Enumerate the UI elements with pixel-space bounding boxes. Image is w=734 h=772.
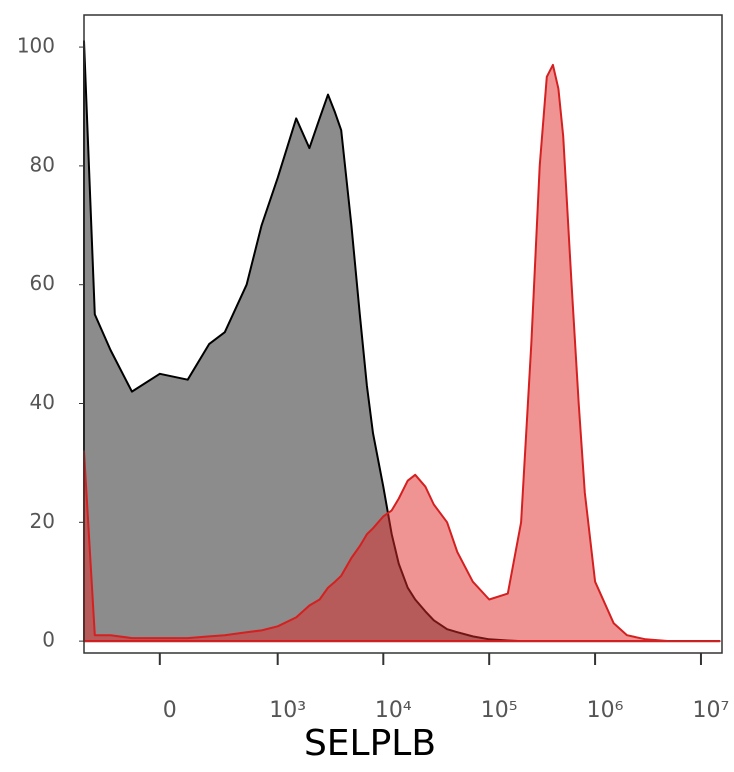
x-tick-label: 10⁶ xyxy=(587,698,624,723)
plot-frame xyxy=(83,14,723,654)
y-tick-label: 80 xyxy=(30,152,55,176)
x-tick-label: 0 xyxy=(163,698,177,723)
x-tick-label: 10⁷ xyxy=(693,698,730,723)
x-tick-label: 10³ xyxy=(269,698,306,723)
area xyxy=(83,63,721,643)
y-tick-label: 60 xyxy=(30,271,55,295)
y-tick-label: 0 xyxy=(42,628,55,652)
x-axis-label: SELPLB xyxy=(304,723,436,764)
y-tick-label: 20 xyxy=(30,509,55,533)
y-tick-label: 40 xyxy=(30,390,55,414)
x-tick-label: 10⁵ xyxy=(481,698,518,723)
y-tick-label: 100 xyxy=(17,34,55,58)
x-tick-label: 10⁴ xyxy=(375,698,412,723)
